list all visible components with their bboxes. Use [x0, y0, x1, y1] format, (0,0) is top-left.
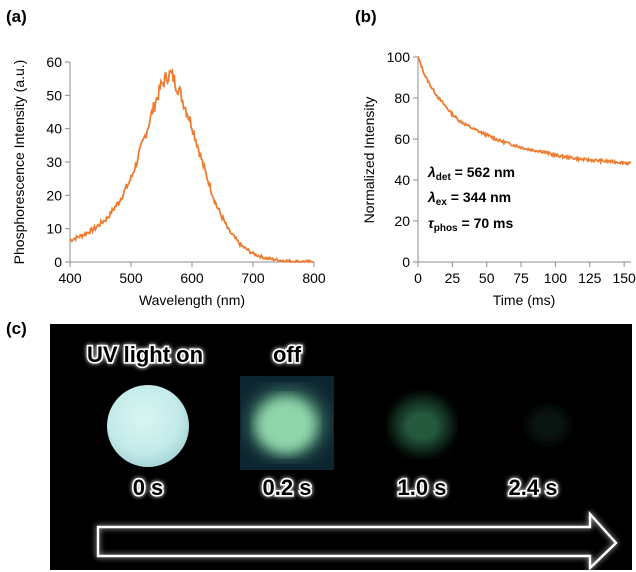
- time-arrow-outline: [96, 510, 618, 571]
- chart-b-y-tick-label: 60: [394, 131, 410, 147]
- chart-a-y-tick-label: 20: [46, 187, 62, 203]
- chart-a-y-tick-label: 40: [46, 121, 62, 137]
- time-label-0s: 0 s: [133, 475, 164, 500]
- chart-a-x-tick-label: 600: [180, 270, 204, 286]
- chart-b-x-tick-label: 0: [414, 270, 422, 286]
- sample-afterglow-2-4s: [528, 407, 568, 443]
- chart-a-y-label: Phosphorescence Intensity (a.u.): [11, 60, 27, 265]
- chart-a-x-tick-label: 400: [58, 270, 82, 286]
- annotation-tau-phos: τphos = 70 ms: [428, 215, 513, 234]
- chart-b-y-label: Normalized Intensity: [361, 97, 377, 224]
- chart-b-y-tick-label: 100: [387, 49, 411, 65]
- chart-a-y-tick-label: 10: [46, 221, 62, 237]
- chart-a-y-tick-label: 50: [46, 87, 62, 103]
- chart-b-y-tick-label: 20: [394, 213, 410, 229]
- chart-b-y-tick-label: 40: [394, 172, 410, 188]
- annotation-lambda-ex: λex = 344 nm: [427, 189, 511, 208]
- chart-a-x-tick-label: 500: [119, 270, 143, 286]
- chart-b: 0 25 50 75 100 125 150 0 20 40 60 80 100 λdet = 562 …: [361, 49, 636, 308]
- chart-b-x-tick-label: 125: [578, 270, 602, 286]
- panel-a-label: (a): [6, 7, 27, 26]
- time-label-2-4s: 2.4 s: [509, 475, 558, 500]
- chart-b-y-tick-label: 0: [402, 254, 410, 270]
- chart-b-series-line: [417, 56, 632, 167]
- chart-a-y-tick-label: 60: [46, 54, 62, 70]
- afterglow-photo: UV light on off 0 s 0.2 s 1.0 s 2.4 s: [50, 324, 632, 572]
- panel-b-label: (b): [355, 7, 377, 26]
- chart-b-x-tick-label: 150: [612, 270, 636, 286]
- chart-b-x-label: Time (ms): [493, 292, 555, 308]
- chart-a-y-tick-label: 30: [46, 154, 62, 170]
- chart-a-x-tick-label: 700: [241, 270, 265, 286]
- sample-uv-on-disk: [107, 385, 189, 467]
- sample-afterglow-0-2s: [240, 376, 334, 470]
- chart-b-x-tick-label: 50: [479, 270, 495, 286]
- chart-a-series-line: [69, 67, 314, 264]
- chart-b-x-tick-label: 75: [513, 270, 529, 286]
- chart-a-x-tick-label: 800: [302, 270, 326, 286]
- chart-a: 400 500 600 700 800 0 10 20 30 40 50 60 Wavelength …: [11, 54, 326, 308]
- chart-a-y-tick-label: 0: [54, 254, 62, 270]
- chart-b-x-tick-label: 100: [544, 270, 568, 286]
- chart-b-y-tick-label: 80: [394, 90, 410, 106]
- annotation-lambda-det: λdet = 562 nm: [427, 164, 515, 183]
- off-label: off: [273, 342, 302, 367]
- time-label-1-0s: 1.0 s: [398, 475, 447, 500]
- time-label-0-2s: 0.2 s: [263, 475, 312, 500]
- chart-a-x-label: Wavelength (nm): [139, 292, 245, 308]
- uv-light-on-label: UV light on: [87, 342, 203, 367]
- sample-afterglow-1-0s: [392, 397, 452, 453]
- chart-b-x-tick-label: 25: [445, 270, 461, 286]
- panel-c-label: (c): [6, 319, 27, 338]
